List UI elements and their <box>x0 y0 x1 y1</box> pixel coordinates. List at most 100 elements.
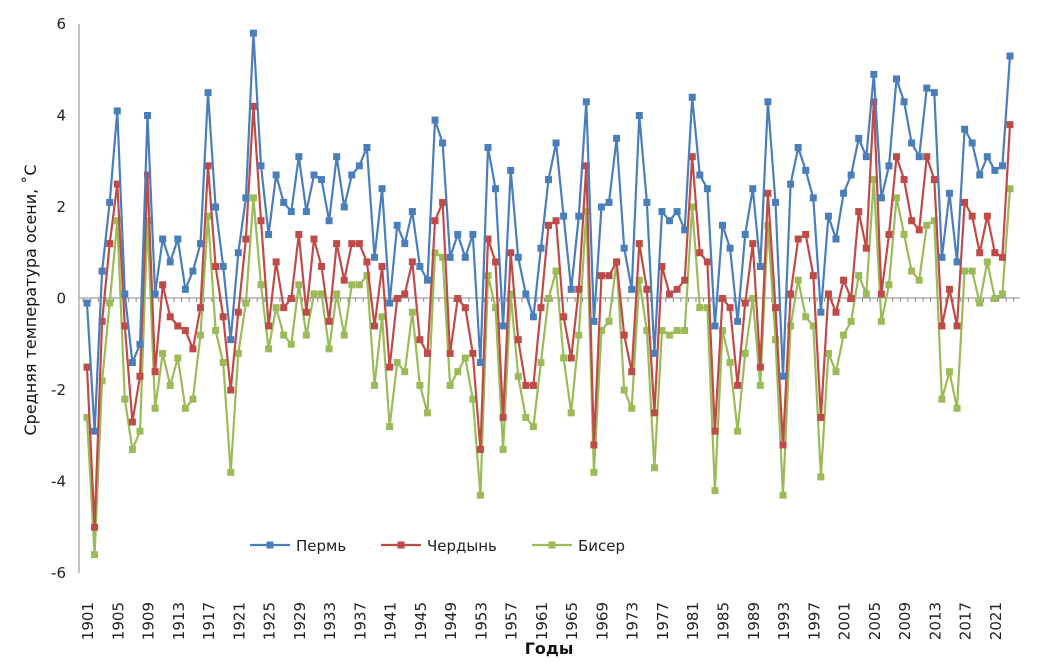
data-point <box>908 267 916 275</box>
data-point <box>318 176 326 184</box>
data-point <box>83 299 91 307</box>
data-point <box>688 203 696 211</box>
data-point <box>454 368 462 376</box>
data-point <box>386 423 394 431</box>
data-point <box>280 331 288 339</box>
data-point <box>840 189 848 197</box>
data-point <box>605 317 613 325</box>
data-point <box>1006 185 1014 193</box>
data-point <box>560 212 568 220</box>
data-point <box>121 322 129 330</box>
y-tick-label: 2 <box>56 198 66 216</box>
series-layer <box>83 29 1014 559</box>
data-point <box>242 235 250 243</box>
data-point <box>348 240 356 248</box>
data-point <box>567 285 575 293</box>
x-tick-label: 2001 <box>836 602 854 640</box>
data-point <box>545 176 552 184</box>
data-point <box>658 327 666 335</box>
data-point <box>575 212 583 220</box>
data-point <box>484 144 492 152</box>
data-point <box>666 290 674 298</box>
x-tick-label: 1929 <box>291 602 309 640</box>
data-point <box>159 281 167 289</box>
data-point <box>824 212 832 220</box>
data-point <box>938 253 946 261</box>
data-point <box>575 331 583 339</box>
data-point <box>212 262 220 270</box>
data-point <box>113 107 121 115</box>
data-point <box>741 299 749 307</box>
data-point <box>401 240 409 248</box>
data-point <box>234 249 242 257</box>
x-tick-label: 1957 <box>503 602 521 640</box>
data-point <box>439 253 447 261</box>
data-point <box>590 468 598 476</box>
data-point <box>681 226 689 234</box>
data-point <box>983 212 991 220</box>
data-point <box>832 235 840 243</box>
data-point <box>749 240 757 248</box>
data-point <box>446 253 454 261</box>
data-point <box>809 272 817 280</box>
data-point <box>416 262 424 270</box>
data-point <box>431 217 439 225</box>
data-point <box>847 171 855 179</box>
data-point <box>756 363 764 371</box>
data-point <box>643 327 651 335</box>
data-point <box>333 290 341 298</box>
data-point <box>212 203 220 211</box>
data-point <box>817 308 825 316</box>
x-tick-label: 2005 <box>866 602 884 640</box>
data-point <box>476 359 484 367</box>
data-point <box>771 198 779 206</box>
data-point <box>310 171 318 179</box>
data-point <box>91 427 99 435</box>
data-point <box>961 125 969 133</box>
data-point <box>938 395 946 403</box>
x-tick-label: 2013 <box>926 602 944 640</box>
data-point <box>764 98 772 106</box>
data-point <box>620 331 628 339</box>
x-tick-label: 1977 <box>654 602 672 640</box>
data-point <box>166 381 174 389</box>
data-point <box>613 134 621 142</box>
x-tick-label: 1945 <box>412 602 430 640</box>
data-point <box>174 322 182 330</box>
data-point <box>181 327 189 335</box>
data-point <box>703 185 711 193</box>
data-point <box>249 194 257 202</box>
data-point <box>408 208 416 216</box>
data-point <box>893 194 901 202</box>
data-point <box>204 212 212 220</box>
data-point <box>522 413 530 421</box>
data-point <box>514 372 522 380</box>
data-point <box>136 427 144 435</box>
data-point <box>113 180 121 188</box>
data-point <box>136 340 144 348</box>
data-point <box>666 331 674 339</box>
data-point <box>340 203 348 211</box>
x-tick-label: 1985 <box>715 602 733 640</box>
data-point <box>98 267 106 275</box>
data-point <box>219 313 227 321</box>
data-point <box>635 112 643 119</box>
data-point <box>234 308 242 316</box>
data-point <box>265 230 273 238</box>
data-point <box>522 290 530 298</box>
data-point <box>552 139 560 147</box>
data-point <box>560 313 568 321</box>
data-point <box>181 404 189 412</box>
data-point <box>900 230 908 238</box>
data-point <box>862 244 870 252</box>
x-tick-label: 1973 <box>624 602 642 640</box>
data-point <box>840 331 848 339</box>
data-point <box>348 171 356 179</box>
data-point <box>628 368 636 376</box>
data-point <box>83 363 91 371</box>
data-point <box>196 331 204 339</box>
data-point <box>181 285 189 293</box>
data-point <box>590 441 598 449</box>
x-tick-label: 1941 <box>382 602 400 640</box>
